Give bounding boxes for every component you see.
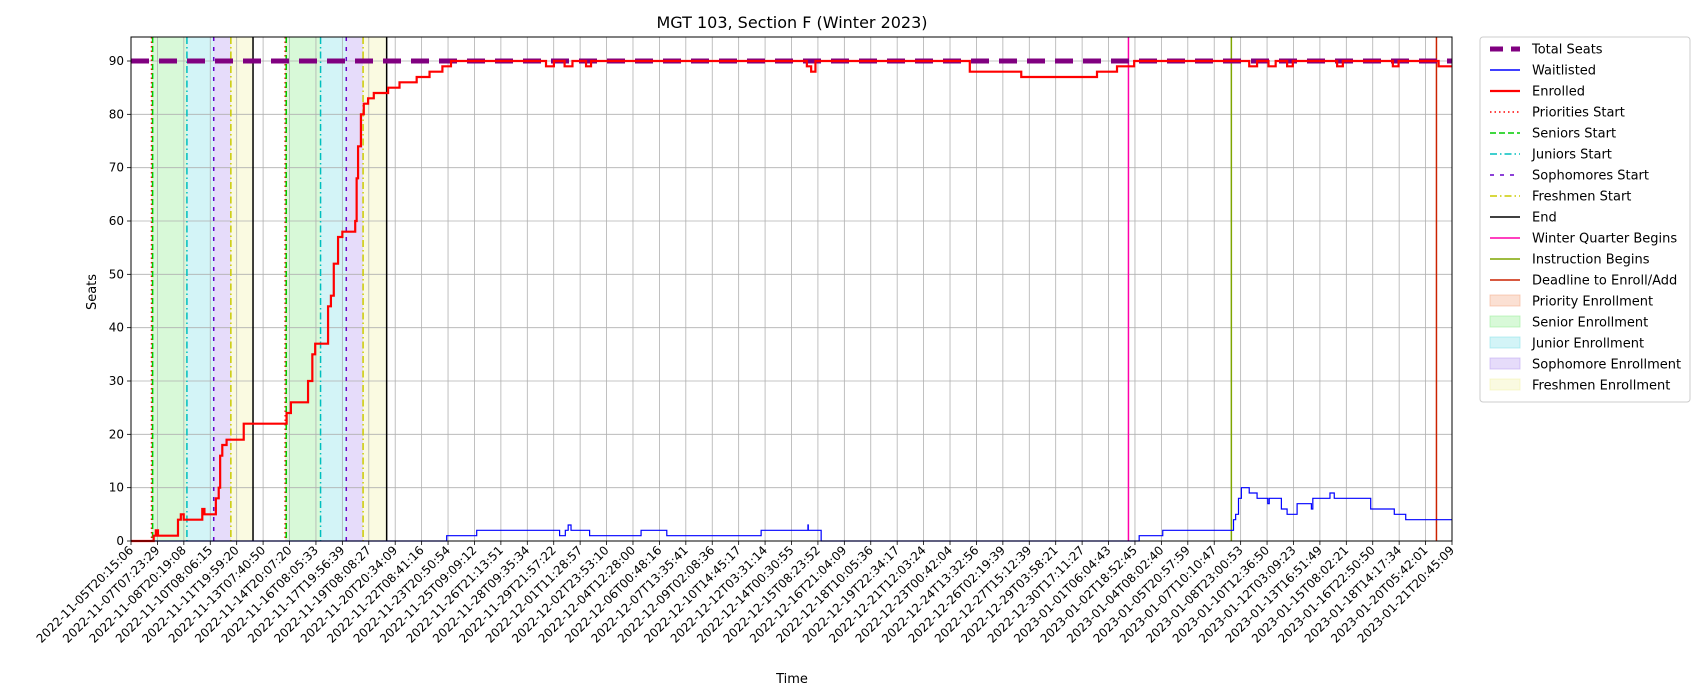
legend-item-juniors-start: Juniors Start [1490, 148, 1612, 163]
y-axis-ticks: 0 10 20 30 40 50 60 70 80 90 [109, 54, 131, 548]
y-tick-label: 50 [109, 267, 124, 281]
legend-item-waitlisted: Waitlisted [1490, 64, 1596, 79]
legend-item-freshmen-start: Freshmen Start [1490, 190, 1631, 205]
y-tick-label: 70 [109, 161, 124, 175]
legend-item-instruction-begins: Instruction Begins [1490, 253, 1650, 268]
legend-item-deadline-to-enroll-add: Deadline to Enroll/Add [1490, 274, 1677, 289]
legend-label: Priority Enrollment [1532, 295, 1653, 310]
y-tick-label: 20 [109, 427, 124, 441]
legend-item-priority-enrollment: Priority Enrollment [1489, 294, 1653, 310]
legend-item-senior-enrollment: Senior Enrollment [1489, 315, 1648, 331]
x-axis-title: Time [775, 672, 808, 687]
y-tick-label: 10 [109, 481, 124, 495]
legend-label: Juniors Start [1531, 148, 1612, 163]
legend-item-winter-quarter-begins: Winter Quarter Begins [1490, 232, 1677, 247]
legend-item-seniors-start: Seniors Start [1490, 127, 1616, 142]
legend-label: Freshmen Enrollment [1532, 379, 1670, 394]
legend-label: End [1532, 211, 1557, 226]
legend-label: Seniors Start [1532, 127, 1616, 142]
legend-item-sophomores-start: Sophomores Start [1490, 169, 1649, 184]
y-axis-title: Seats [85, 274, 100, 310]
legend-label: Total Seats [1531, 43, 1603, 58]
legend-item-junior-enrollment: Junior Enrollment [1489, 336, 1644, 352]
y-tick-label: 40 [109, 321, 124, 335]
chart-title: MGT 103, Section F (Winter 2023) [656, 13, 927, 32]
legend-label: Enrolled [1532, 85, 1585, 100]
legend-label: Waitlisted [1532, 64, 1596, 79]
shade-freshmen-enrollment-0 [230, 37, 254, 541]
legend-box [1479, 36, 1691, 403]
series-waitlisted [131, 487, 1452, 542]
shade-senior-enrollment-1 [286, 37, 321, 541]
legend-swatch [1489, 336, 1521, 349]
shade-senior-enrollment-0 [152, 37, 187, 541]
legend-item-total-seats: Total Seats [1490, 43, 1603, 58]
legend-swatch [1489, 357, 1521, 370]
legend-item-enrolled: Enrolled [1490, 85, 1585, 100]
legend-label: Sophomore Enrollment [1532, 358, 1681, 373]
legend-label: Winter Quarter Begins [1532, 232, 1677, 247]
y-tick-label: 80 [109, 107, 124, 121]
legend-label: Sophomores Start [1532, 169, 1649, 184]
legend: Total Seats Waitlisted Enrolled Priorities … [1479, 36, 1691, 403]
shade-junior-enrollment-0 [186, 37, 214, 541]
shade-sophomore-enrollment-1 [346, 37, 364, 541]
series-enrolled [131, 59, 1452, 543]
legend-swatch [1489, 378, 1521, 391]
legend-item-sophomore-enrollment: Sophomore Enrollment [1489, 357, 1681, 373]
y-tick-label: 30 [109, 374, 124, 388]
shade-sophomore-enrollment-0 [213, 37, 231, 541]
legend-item-end: End [1490, 211, 1557, 226]
y-tick-label: 0 [116, 534, 124, 548]
series-lines [131, 58, 1452, 543]
legend-label: Instruction Begins [1532, 253, 1650, 268]
legend-label: Priorities Start [1532, 106, 1625, 121]
legend-label: Senior Enrollment [1532, 316, 1648, 331]
y-tick-label: 60 [109, 214, 124, 228]
legend-item-priorities-start: Priorities Start [1490, 106, 1625, 121]
legend-swatch [1489, 294, 1521, 307]
legend-label: Junior Enrollment [1531, 337, 1644, 352]
legend-swatch [1489, 315, 1521, 328]
x-axis-ticks: 2022-11-05T20:15:062022-11-07T07:23:2920… [34, 541, 1457, 646]
legend-item-freshmen-enrollment: Freshmen Enrollment [1489, 378, 1670, 394]
shade-freshmen-enrollment-1 [363, 37, 387, 541]
legend-label: Deadline to Enroll/Add [1532, 274, 1677, 289]
legend-label: Freshmen Start [1532, 190, 1631, 205]
y-tick-label: 90 [109, 54, 124, 68]
event-lines [150, 37, 1438, 541]
